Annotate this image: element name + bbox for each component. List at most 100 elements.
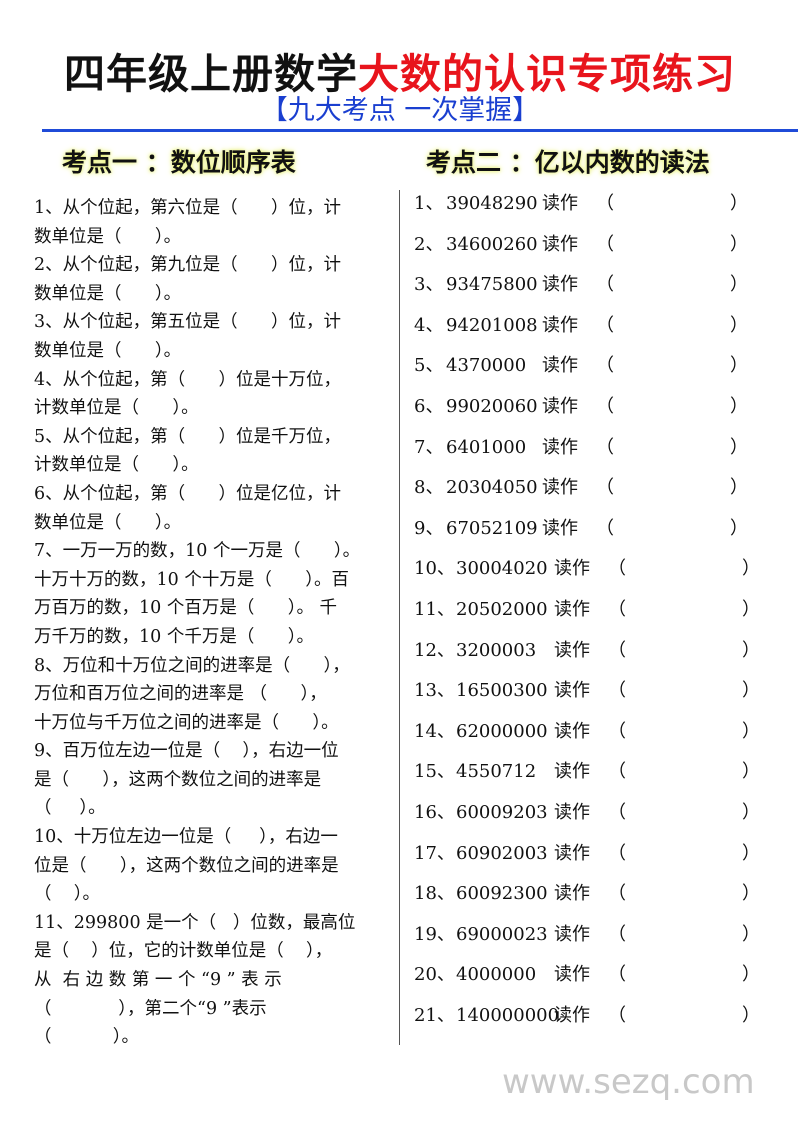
questions-right: 1、 39048290 读作（） 2、 34600260 读作（） 3、 93475800 读作… — [414, 190, 784, 1042]
question-line: 2、从个位起，第九位是（ ）位，计 — [34, 255, 342, 276]
item-num: 34600260 — [446, 233, 538, 255]
answer-bracket: （ — [608, 680, 626, 702]
answer-bracket: （ — [608, 923, 626, 945]
answer-bracket: （ — [608, 639, 626, 661]
question-line: 6、从个位起，第（ ）位是亿位，计 — [34, 483, 342, 504]
item-read: 读作 — [554, 761, 590, 783]
answer-bracket: ） — [730, 517, 748, 539]
reading-item: 9、 67052109 读作 （ ） — [414, 515, 784, 556]
item-n: 20、 — [414, 964, 455, 986]
answer-bracket: ） — [742, 1004, 760, 1026]
header-rule — [42, 129, 798, 132]
item-num: 67052109 — [446, 517, 538, 539]
item-num: 94201008 — [446, 314, 538, 336]
column-divider — [399, 190, 400, 1045]
answer-bracket: （ — [608, 801, 626, 823]
answer-bracket: ） — [730, 395, 748, 417]
question-line: 万位和百万位之间的进率是 （ ）， — [34, 684, 327, 705]
question-line: （ ）。 — [34, 798, 106, 819]
reading-item: 1、 39048290 读作 （ ） — [414, 190, 784, 231]
answer-bracket: （ — [608, 761, 626, 783]
reading-item: 15、 4550712 读作 （ ） — [414, 758, 784, 799]
question-line: 计数单位是（ ）。 — [34, 455, 199, 476]
question-line: （ ），第二个“9 ”表示 — [34, 998, 267, 1019]
answer-bracket: （ — [596, 436, 614, 458]
item-n: 5、 — [414, 355, 444, 377]
item-read: 读作 — [542, 314, 578, 336]
item-read: 读作 — [554, 883, 590, 905]
answer-bracket: ） — [742, 720, 760, 742]
item-read: 读作 — [554, 1004, 590, 1026]
answer-bracket: ） — [742, 680, 760, 702]
answer-bracket: ） — [730, 436, 748, 458]
reading-item: 17、 60902003 读作 （ ） — [414, 840, 784, 881]
reading-item: 19、 69000023 读作 （ ） — [414, 921, 784, 962]
item-read: 读作 — [554, 964, 590, 986]
question-line: 是（ ），这两个数位之间的进率是 — [34, 769, 322, 790]
reading-item: 8、 20304050 读作 （ ） — [414, 474, 784, 515]
answer-bracket: （ — [596, 314, 614, 336]
reading-item: 18、 60092300 读作 （ ） — [414, 880, 784, 921]
answer-bracket: ） — [742, 842, 760, 864]
item-read: 读作 — [542, 477, 578, 499]
reading-item: 20、 4000000 读作 （ ） — [414, 961, 784, 1002]
reading-item: 6、 99020060 读作 （ ） — [414, 393, 784, 434]
item-n: 2、 — [414, 233, 444, 255]
item-num: 60902003 — [456, 842, 548, 864]
question-line: 4、从个位起，第（ ）位是十万位， — [34, 369, 342, 390]
item-read: 读作 — [542, 355, 578, 377]
item-read: 读作 — [542, 193, 578, 214]
item-num: 99020060 — [446, 395, 538, 417]
item-num: 4550712 — [456, 761, 537, 783]
reading-item: 2、 34600260 读作 （ ） — [414, 231, 784, 272]
item-n: 19、 — [414, 923, 455, 945]
answer-bracket: ） — [730, 314, 748, 336]
item-n: 8、 — [414, 477, 444, 499]
item-read: 读作 — [554, 801, 590, 823]
item-read: 读作 — [554, 639, 590, 661]
question-line: 数单位是（ ）。 — [34, 512, 182, 533]
question-line: 3、从个位起，第五位是（ ）位，计 — [34, 312, 342, 333]
question-line: 是（ ）位，它的计数单位是（ ）， — [34, 941, 333, 962]
question-line: （ ）。 — [34, 884, 101, 905]
question-line: 9、百万位左边一位是（ ），右边一位 — [34, 741, 339, 762]
section-heading-1: 考点一 ：数位顺序表 — [62, 148, 296, 177]
questions-left: 1、从个位起，第六位是（ ）位，计 数单位是（ ）。 2、从个位起，第九位是（ ）位… — [34, 194, 386, 1052]
item-num: 3200003 — [456, 639, 537, 661]
item-num: 4000000 — [456, 964, 537, 986]
item-read: 读作 — [542, 517, 578, 539]
question-line: 十万十万的数，10 个十万是（ ）。百 — [34, 569, 349, 590]
reading-item: 21、 140000000 读作 （ ） — [414, 1002, 784, 1043]
answer-bracket: （ — [596, 517, 614, 539]
item-n: 15、 — [414, 761, 455, 783]
answer-bracket: ） — [742, 558, 760, 580]
answer-bracket: ） — [742, 801, 760, 823]
answer-bracket: （ — [596, 395, 614, 417]
answer-bracket: （ — [596, 193, 614, 214]
reading-item: 10、 30004020 读作 （ ） — [414, 555, 784, 596]
item-num: 39048290 — [446, 193, 538, 214]
answer-bracket: ） — [742, 964, 760, 986]
item-n: 7、 — [414, 436, 444, 458]
answer-bracket: ） — [742, 923, 760, 945]
answer-bracket: （ — [608, 964, 626, 986]
reading-item: 11、 20502000 读作 （ ） — [414, 596, 784, 637]
answer-bracket: ） — [742, 761, 760, 783]
question-line: 5、从个位起，第（ ）位是千万位， — [34, 426, 342, 447]
question-line: 计数单位是（ ）。 — [34, 398, 199, 419]
answer-bracket: ） — [730, 274, 748, 296]
answer-bracket: （ — [608, 883, 626, 905]
question-line: 数单位是（ ）。 — [34, 340, 182, 361]
item-num: 93475800 — [446, 274, 538, 296]
answer-bracket: ） — [742, 639, 760, 661]
item-num: 16500300 — [456, 680, 548, 702]
reading-item: 4、 94201008 读作 （ ） — [414, 312, 784, 353]
answer-bracket: （ — [596, 274, 614, 296]
reading-item: 5、 4370000 读作 （ ） — [414, 352, 784, 393]
answer-bracket: （ — [596, 477, 614, 499]
question-line: 数单位是（ ）。 — [34, 283, 182, 304]
item-read: 读作 — [542, 395, 578, 417]
item-read: 读作 — [554, 680, 590, 702]
reading-item: 7、 6401000 读作 （ ） — [414, 434, 784, 475]
